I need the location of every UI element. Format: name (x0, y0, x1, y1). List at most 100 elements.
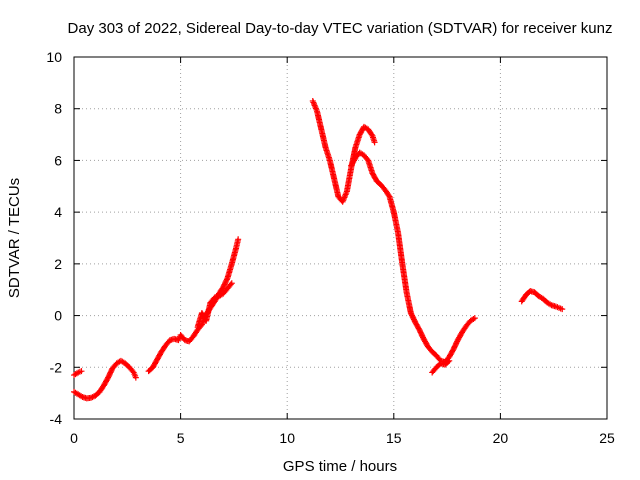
data-series (518, 288, 566, 313)
x-axis-label: GPS time / hours (283, 458, 397, 475)
data-series (348, 149, 478, 366)
data-point (180, 334, 182, 336)
data-point (521, 300, 523, 302)
data-point (440, 362, 442, 365)
data-point (359, 133, 361, 136)
data-point (337, 196, 339, 198)
data-point (414, 321, 416, 323)
data-point (90, 397, 92, 399)
data-point (333, 177, 335, 180)
data-point (405, 291, 408, 293)
data-point (226, 277, 229, 279)
data-point (529, 290, 531, 292)
data-point (444, 364, 446, 366)
data-point (431, 351, 433, 353)
chart-title: Day 303 of 2022, Sidereal Day-to-day VTE… (68, 20, 613, 37)
data-point (222, 286, 224, 288)
data-point (533, 291, 536, 293)
data-point (550, 304, 553, 306)
data-point (542, 298, 544, 300)
data-point (367, 159, 369, 162)
data-trace (71, 357, 139, 402)
data-point (474, 317, 476, 319)
data-point (77, 371, 79, 374)
data-point (173, 338, 175, 340)
y-tick-label: 8 (54, 101, 62, 117)
data-point (363, 154, 365, 156)
data-point (367, 128, 369, 130)
data-point (80, 370, 83, 372)
y-tick-label: 4 (54, 204, 62, 220)
y-tick-label: -4 (50, 411, 63, 427)
data-series (429, 357, 453, 376)
x-tick-label: 15 (386, 430, 402, 446)
data-point (192, 335, 194, 337)
data-point (231, 282, 233, 284)
y-tick-label: 6 (54, 152, 62, 168)
data-point (374, 141, 376, 143)
data-point (401, 263, 403, 265)
data-point (418, 329, 420, 331)
data-point (324, 146, 327, 149)
data-point (363, 126, 365, 128)
data-point (201, 324, 203, 326)
data-point (124, 362, 126, 365)
data-point (371, 172, 374, 174)
data-trace (145, 236, 242, 375)
data-point (116, 362, 118, 365)
data-point (435, 366, 438, 368)
y-tick-label: 0 (54, 308, 62, 324)
grid (74, 57, 607, 419)
data-point (329, 159, 331, 162)
data-point (94, 395, 96, 397)
data-point (86, 397, 88, 399)
data-point (135, 377, 137, 379)
x-tick-label: 0 (70, 430, 78, 446)
data-point (427, 346, 429, 348)
data-point (452, 348, 455, 350)
data-point (201, 312, 203, 314)
data-point (111, 367, 113, 370)
data-point (388, 196, 391, 198)
data-point (555, 305, 557, 308)
data-point (393, 211, 395, 213)
data-point (384, 189, 386, 191)
x-tick-label: 10 (279, 430, 295, 446)
axis-ticks: 0 5 10 15 20 25 -4 -2 0 2 4 6 8 10 (46, 49, 615, 446)
data-series (71, 368, 85, 379)
data-point (448, 356, 450, 358)
data-point (397, 232, 399, 234)
data-point (371, 135, 374, 137)
data-point (546, 302, 548, 304)
data-point (184, 339, 186, 341)
data-point (561, 308, 563, 310)
y-tick-label: 2 (54, 256, 62, 272)
data-point (354, 146, 357, 149)
data-point (73, 374, 75, 376)
data-trace (309, 97, 378, 205)
data-point (312, 100, 314, 102)
y-tick-label: -2 (50, 359, 63, 375)
data-point (538, 295, 540, 297)
data-point (423, 338, 425, 340)
data-point (197, 326, 199, 328)
data-point (205, 320, 207, 322)
x-tick-label: 25 (599, 430, 615, 446)
data-point (148, 370, 150, 372)
data-point (120, 360, 122, 362)
data-point (235, 247, 237, 249)
data-point (342, 201, 344, 203)
data-point (435, 355, 438, 357)
y-axis-label: SDTVAR / TECUs (6, 178, 23, 298)
data-series (194, 280, 235, 331)
data-point (461, 331, 463, 333)
data-point (525, 294, 527, 296)
data-point (448, 360, 450, 362)
data-trace (71, 368, 85, 379)
x-tick-label: 20 (493, 430, 509, 446)
data-point (359, 152, 361, 154)
data-trace (518, 288, 566, 313)
data-point (103, 384, 105, 386)
data-point (222, 292, 224, 295)
